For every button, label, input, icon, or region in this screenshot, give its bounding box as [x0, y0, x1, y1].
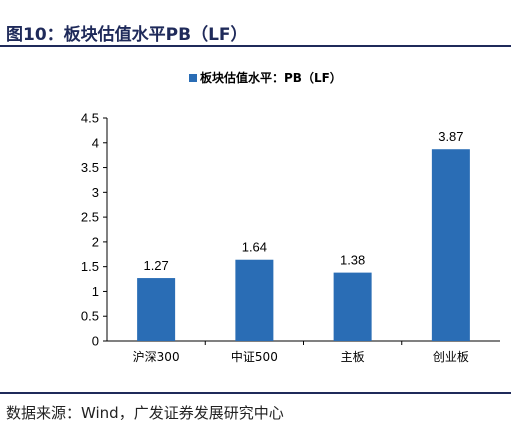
data-label: 1.27 [143, 258, 168, 273]
bar [137, 278, 176, 341]
y-tick-label: 3.5 [81, 160, 99, 175]
bar [235, 259, 274, 341]
legend-label: 板块估值水平：PB（LF） [200, 70, 342, 85]
bar [431, 149, 470, 341]
top-rule [0, 45, 511, 47]
category-label: 沪深300 [133, 350, 180, 364]
data-label: 1.64 [242, 240, 267, 255]
y-tick-label: 1 [92, 284, 99, 299]
bottom-rule [0, 392, 511, 394]
bars: 1.27 沪深300 1.64 中证500 1.38 主板 3.87 创业板 [133, 129, 470, 364]
bar-chart: 板块估值水平：PB（LF） 0 0.5 1 1.5 2 2.5 3 3.5 4 4.5 1.27 沪… [81, 70, 500, 364]
y-tick-label: 0 [92, 334, 99, 349]
legend: 板块估值水平：PB（LF） [189, 70, 342, 85]
y-tick-label: 4.5 [81, 111, 99, 126]
legend-swatch [189, 74, 197, 82]
source-note: 数据来源：Wind，广发证券发展研究中心 [6, 404, 284, 422]
y-tick-label: 2.5 [81, 210, 99, 225]
y-tick-label: 0.5 [81, 309, 99, 324]
y-tick-label: 2 [92, 234, 99, 249]
data-label: 1.38 [340, 253, 365, 268]
y-tick-label: 1.5 [81, 259, 99, 274]
bar [333, 272, 372, 341]
figure-title: 图10：板块估值水平PB（LF） [6, 25, 248, 45]
category-label: 创业板 [433, 350, 469, 364]
category-label: 主板 [341, 350, 365, 364]
data-label: 3.87 [438, 129, 463, 144]
category-label: 中证500 [231, 349, 278, 364]
y-tick-label: 3 [92, 185, 99, 200]
y-tick-label: 4 [92, 135, 99, 150]
